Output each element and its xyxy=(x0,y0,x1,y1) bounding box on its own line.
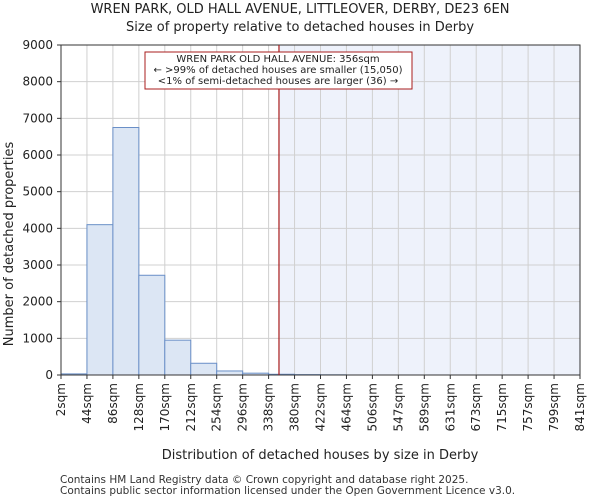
y-tick-label: 1000 xyxy=(22,331,53,345)
x-tick-label: 296sqm xyxy=(236,383,250,431)
x-tick-label: 589sqm xyxy=(417,383,431,431)
bar-212sqm xyxy=(190,362,218,376)
x-tick-label: 506sqm xyxy=(365,383,379,431)
x-tick-label: 86sqm xyxy=(106,383,120,424)
x-tick-label: 380sqm xyxy=(288,383,302,431)
x-tick-label: 212sqm xyxy=(184,383,198,431)
x-tick-label: 128sqm xyxy=(132,383,146,431)
y-tick-label: 8000 xyxy=(22,75,53,89)
x-tick-label: 547sqm xyxy=(391,383,405,431)
y-tick-label: 5000 xyxy=(22,185,53,199)
y-tick-label: 6000 xyxy=(22,148,53,162)
footer-copyright: Contains HM Land Registry data © Crown c… xyxy=(60,474,469,486)
x-tick-label: 799sqm xyxy=(547,383,561,431)
x-tick-label: 631sqm xyxy=(443,383,457,431)
y-axis-title: Number of detached properties xyxy=(2,142,17,347)
x-tick-label: 715sqm xyxy=(495,383,509,431)
annotation-line-2: ← >99% of detached houses are smaller (1… xyxy=(154,65,403,76)
chart-title: WREN PARK, OLD HALL AVENUE, LITTLEOVER, … xyxy=(90,2,510,17)
bar-44sqm xyxy=(86,224,114,376)
bar-128sqm xyxy=(138,274,166,376)
y-tick-label: 7000 xyxy=(22,111,53,125)
annotation-box: WREN PARK OLD HALL AVENUE: 356sqm ← >99%… xyxy=(144,51,413,90)
annotation-line-3: <1% of semi-detached houses are larger (… xyxy=(158,76,398,87)
x-tick-label: 422sqm xyxy=(314,383,328,431)
footer-licence: Contains public sector information licen… xyxy=(60,485,516,497)
y-tick-label: 3000 xyxy=(22,258,53,272)
chart-subtitle: Size of property relative to detached ho… xyxy=(125,20,475,35)
y-tick-label: 2000 xyxy=(22,295,53,309)
x-tick-label: 841sqm xyxy=(573,383,587,431)
y-tick-label: 9000 xyxy=(22,38,53,52)
bar-170sqm xyxy=(164,339,192,376)
x-tick-label: 44sqm xyxy=(80,383,94,424)
bar-86sqm xyxy=(112,127,140,376)
x-tick-label: 338sqm xyxy=(262,383,276,431)
x-tick-label: 170sqm xyxy=(158,383,172,431)
larger-region xyxy=(278,45,580,375)
annotation-line-1: WREN PARK OLD HALL AVENUE: 356sqm xyxy=(176,54,379,65)
y-tick-label: 4000 xyxy=(22,221,53,235)
x-tick-label: 464sqm xyxy=(339,383,353,431)
x-tick-label: 673sqm xyxy=(469,383,483,431)
x-tick-label: 254sqm xyxy=(210,383,224,431)
y-tick-label: 0 xyxy=(45,368,53,382)
bar-254sqm xyxy=(216,370,244,376)
x-tick-label: 757sqm xyxy=(521,383,535,431)
x-axis-title: Distribution of detached houses by size … xyxy=(162,448,479,463)
x-tick-label: 2sqm xyxy=(54,383,68,416)
